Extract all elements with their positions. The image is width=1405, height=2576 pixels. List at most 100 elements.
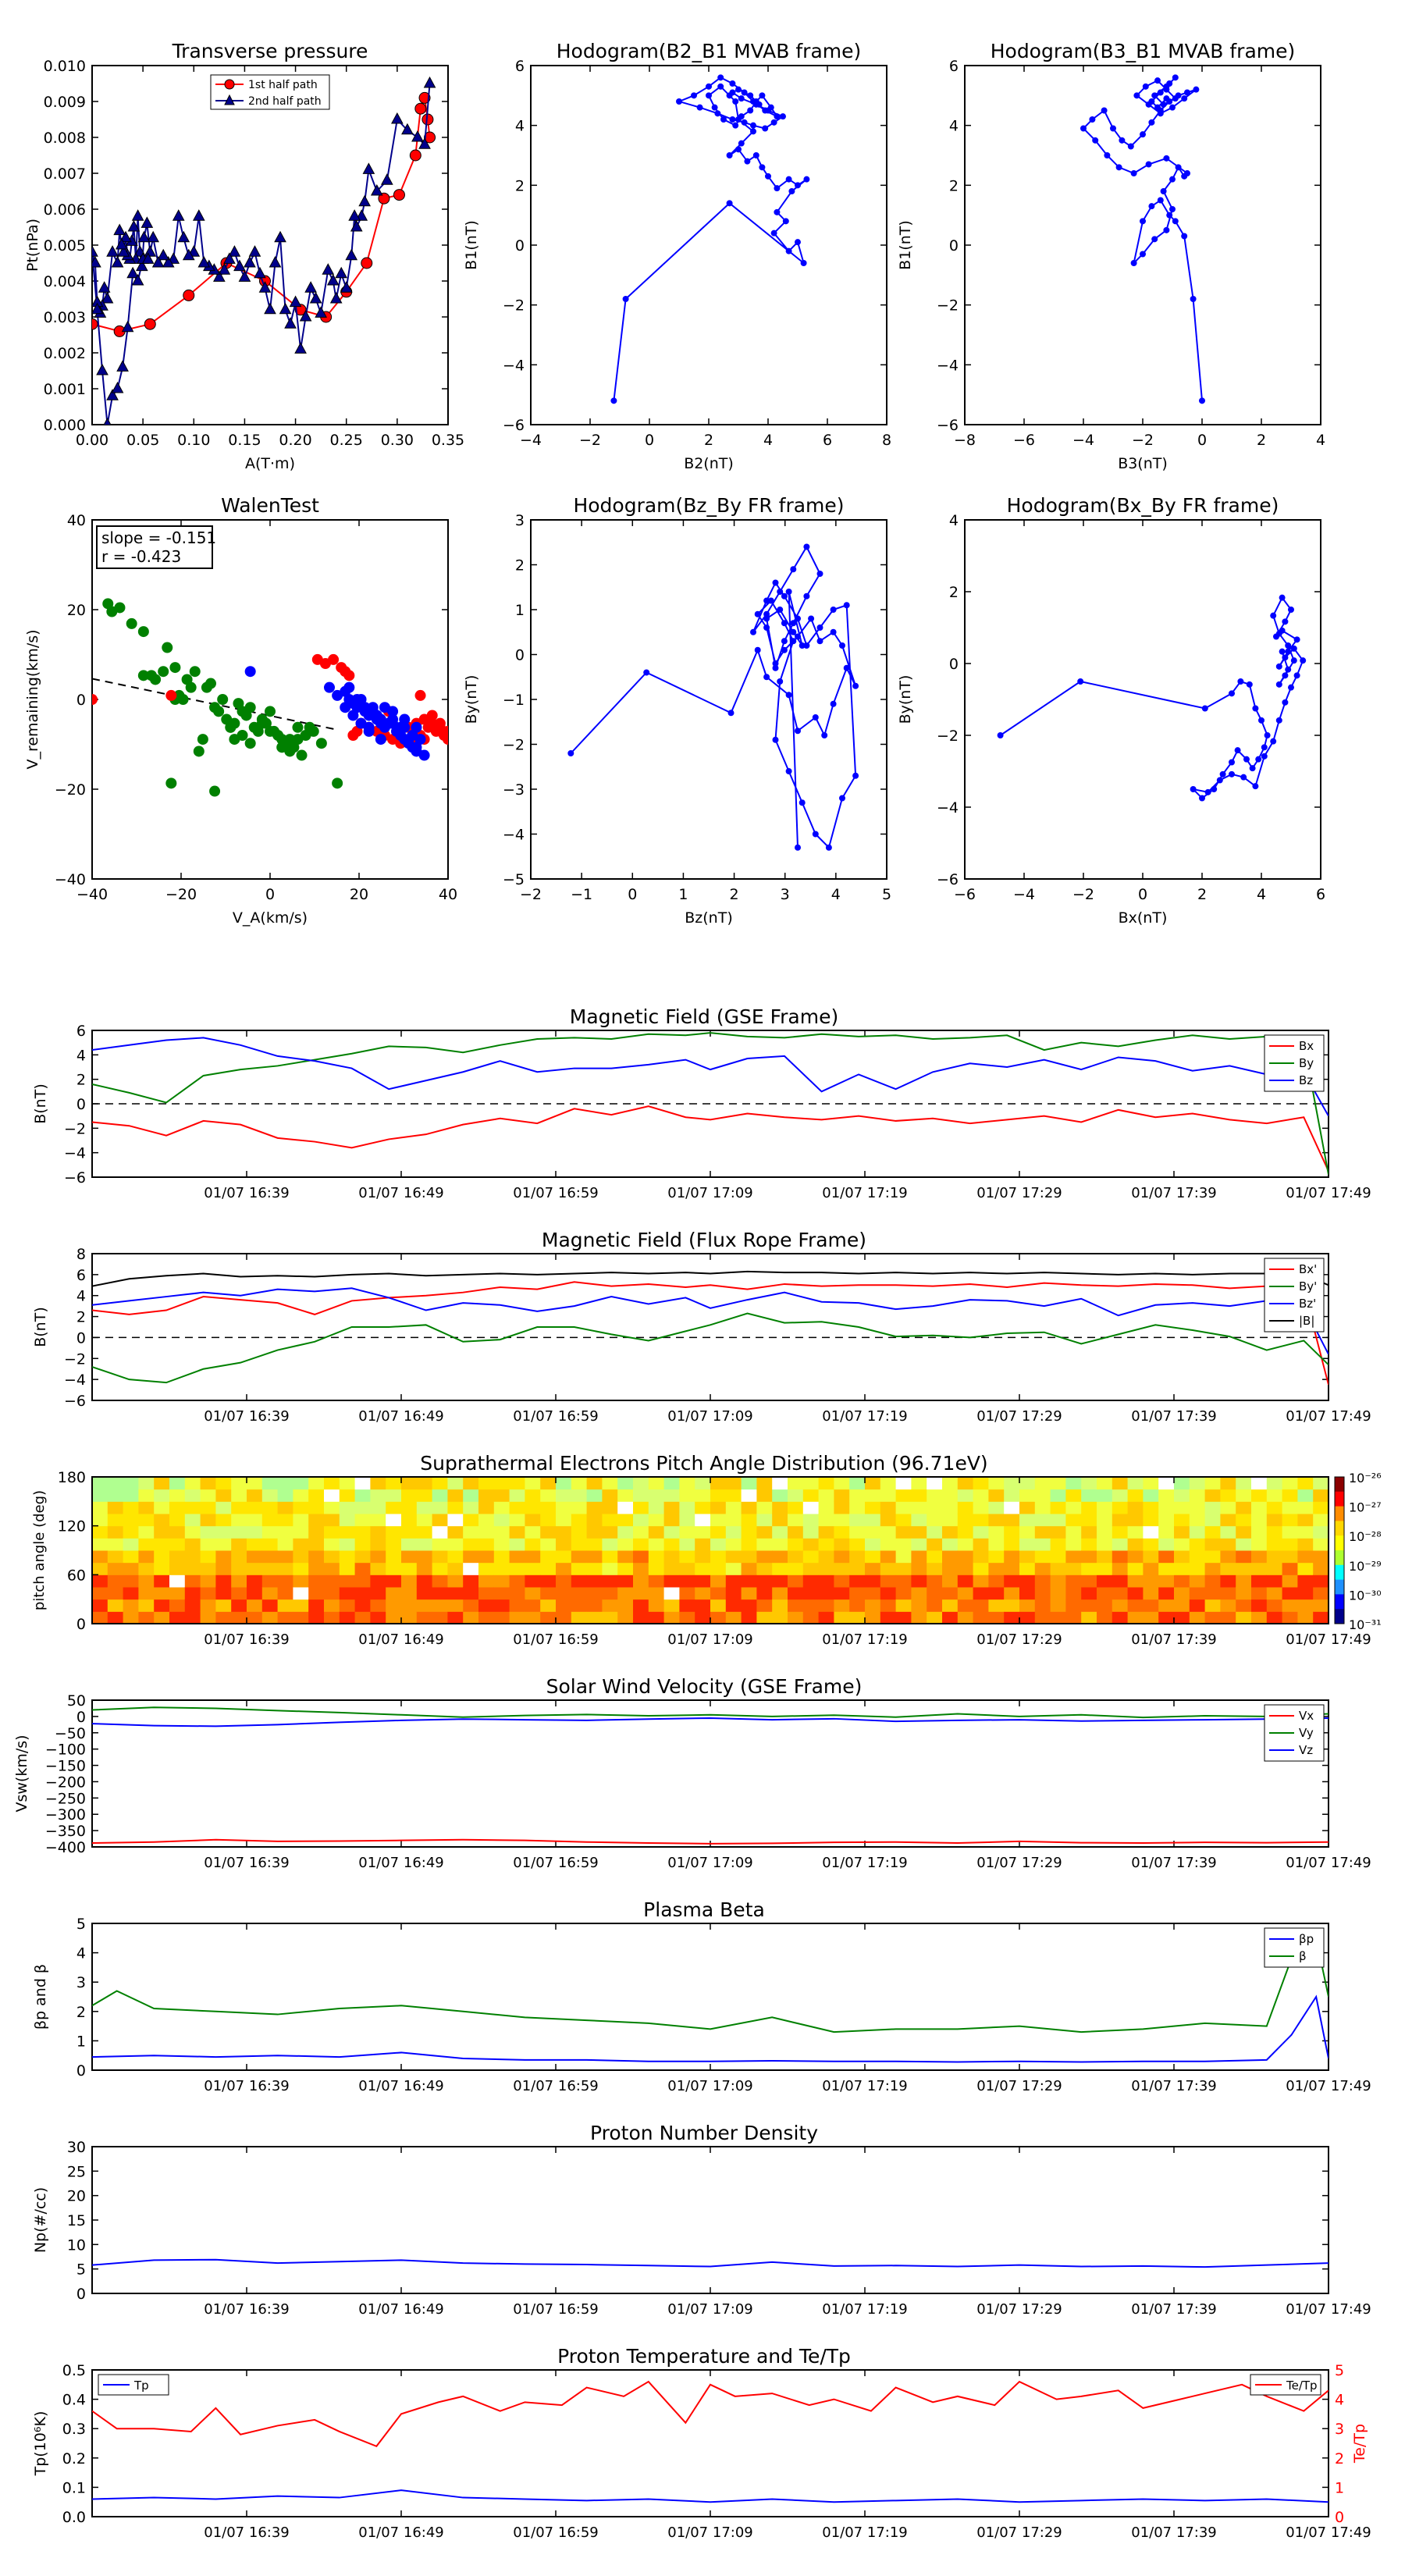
x-tick-label: 4: [831, 886, 841, 903]
heatmap-cell: [215, 1587, 232, 1600]
x-axis-label: Bx(nT): [1119, 909, 1168, 927]
data-point: [772, 664, 779, 671]
legend-label: Bx: [1299, 1039, 1314, 1053]
heatmap-cell: [880, 1587, 897, 1600]
heatmap-cell: [324, 1550, 340, 1564]
title-h3: Hodogram(Bz_By FR frame): [573, 494, 844, 517]
legend-box: [1264, 1927, 1325, 1968]
heatmap-cell: [571, 1574, 588, 1588]
heatmap-cell: [1297, 1525, 1314, 1539]
heatmap-cell: [663, 1599, 680, 1612]
legend-label: 1st half path: [248, 79, 318, 91]
heatmap-cell: [586, 1538, 603, 1551]
data-point: [785, 768, 792, 774]
heatmap-cell: [138, 1489, 155, 1502]
heatmap-cell: [741, 1550, 757, 1564]
heatmap-cell: [1158, 1587, 1175, 1600]
heatmap-cell: [1158, 1514, 1175, 1527]
data-point: [785, 176, 792, 183]
heatmap-cell: [556, 1514, 572, 1527]
heatmap-cell: [215, 1514, 232, 1527]
y-axis-label: By(nT): [897, 675, 914, 724]
heatmap-cell: [386, 1599, 402, 1612]
heatmap-cell: [308, 1489, 325, 1502]
title-vsw: Solar Wind Velocity (GSE Frame): [546, 1675, 863, 1698]
data-point: [192, 209, 205, 221]
heatmap-cell: [1127, 1489, 1144, 1502]
x-tick-label: 4: [1316, 432, 1325, 449]
heatmap-cell: [1081, 1611, 1097, 1624]
heatmap-cell: [1034, 1599, 1051, 1612]
data-point: [1290, 657, 1297, 664]
y-tick-label: −350: [45, 1823, 86, 1840]
data-point: [399, 713, 411, 725]
heatmap-cell: [169, 1477, 186, 1490]
data-point: [296, 749, 308, 761]
heatmap-cell: [1127, 1501, 1144, 1514]
heatmap-cell: [679, 1477, 695, 1490]
data-point: [401, 123, 414, 135]
x-tick-label: 0.30: [381, 432, 414, 449]
heatmap-cell: [1097, 1587, 1113, 1600]
heatmap-cell: [617, 1501, 634, 1514]
heatmap-cell: [339, 1574, 356, 1588]
heatmap-cell: [957, 1574, 974, 1588]
heatmap-cell: [478, 1562, 495, 1575]
data-point: [284, 317, 297, 329]
data-point: [121, 320, 134, 333]
heatmap-cell: [386, 1514, 402, 1527]
heatmap-cell: [849, 1489, 866, 1502]
heatmap-cell: [556, 1501, 572, 1514]
heatmap-cell: [725, 1562, 742, 1575]
heatmap-cell: [1266, 1611, 1283, 1624]
series-line-By: [92, 1032, 1329, 1176]
heatmap-cell: [927, 1489, 943, 1502]
heatmap-cell: [416, 1611, 433, 1624]
heatmap-cell: [509, 1562, 525, 1575]
heatmap-cell: [695, 1574, 711, 1588]
plot-frame: [91, 2146, 1329, 2294]
heatmap-cell: [540, 1574, 557, 1588]
heatmap-cell: [432, 1574, 448, 1588]
data-point: [1157, 197, 1164, 204]
heatmap-cell: [957, 1514, 974, 1527]
plot-area: [92, 2258, 1329, 2268]
heatmap-cell: [973, 1562, 989, 1575]
data-point: [1270, 612, 1277, 619]
heatmap-cell: [432, 1611, 448, 1624]
heatmap-cell: [988, 1574, 1005, 1588]
heatmap-cell: [339, 1611, 356, 1624]
heatmap-cell: [401, 1611, 418, 1624]
heatmap-cell: [509, 1501, 525, 1514]
data-point: [380, 173, 393, 185]
y-tick-label: 0.3: [62, 2421, 86, 2438]
heatmap-cell: [386, 1587, 402, 1600]
data-point: [117, 245, 130, 257]
data-point: [223, 252, 236, 264]
data-point: [177, 230, 190, 243]
heatmap-cell: [756, 1611, 773, 1624]
heatmap-cell: [1034, 1514, 1051, 1527]
heatmap-cell: [247, 1477, 263, 1490]
x-tick-label: 01/07 16:49: [358, 1185, 443, 1201]
legend-label: Te/Tp: [1286, 2379, 1318, 2393]
x-tick-label: 0.10: [177, 432, 210, 449]
heatmap-cell: [1081, 1489, 1097, 1502]
data-point: [696, 104, 703, 111]
heatmap-cell: [895, 1525, 912, 1539]
heatmap-cell: [215, 1538, 232, 1551]
data-point: [1130, 170, 1137, 176]
heatmap-cell: [1236, 1525, 1252, 1539]
heatmap-cell: [123, 1587, 139, 1600]
heatmap-cell: [1158, 1477, 1175, 1490]
heatmap-cell: [540, 1525, 557, 1539]
heatmap-cell: [1220, 1489, 1236, 1502]
heatmap-cell: [370, 1587, 386, 1600]
x-tick-label: 01/07 17:49: [1286, 1631, 1371, 1648]
heatmap-cell: [818, 1525, 834, 1539]
data-point: [345, 248, 358, 261]
heatmap-cell: [277, 1587, 293, 1600]
heatmap-cell: [648, 1599, 665, 1612]
heatmap-cell: [1034, 1477, 1051, 1490]
